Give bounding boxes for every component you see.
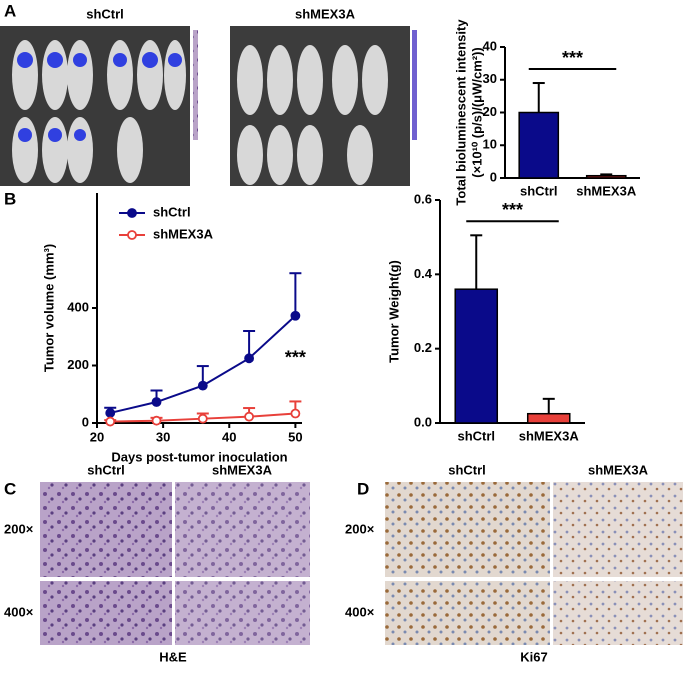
row-label: 400× [345, 604, 375, 619]
bar [526, 412, 571, 424]
x-tick-label: 30 [156, 429, 170, 444]
point [197, 380, 208, 391]
point [244, 353, 254, 364]
annotation: *** [562, 48, 583, 68]
y-tick-label: 0.0 [414, 414, 432, 429]
legend-label: shCtrl [153, 204, 191, 219]
annotation: *** [502, 200, 523, 220]
y-axis-label: (×10¹⁰ (p/s)/(μW/cm²)) [469, 47, 484, 178]
y-tick-label: 10 [483, 137, 497, 152]
point [151, 415, 162, 426]
legend-marker [127, 230, 137, 240]
panel-label: A [4, 1, 16, 20]
y-tick-label: 0.4 [414, 266, 433, 281]
y-tick-label: 0.2 [414, 340, 432, 355]
row-label: 200× [4, 521, 34, 536]
y-axis-label: Total bioluminescent intensity [453, 19, 468, 206]
x-axis-label: Days post-tumor inoculation [111, 449, 287, 464]
x-tick-label: 40 [222, 429, 236, 444]
y-tick-label: 0 [490, 169, 497, 184]
x-tick-label: shCtrl [457, 428, 495, 443]
bar [585, 174, 627, 179]
point [105, 416, 116, 427]
image-title: shMEX3A [295, 6, 356, 21]
stain-label: Ki67 [520, 649, 547, 664]
x-tick-label: 20 [90, 429, 104, 444]
annotation: *** [285, 347, 306, 367]
y-tick-label: 30 [483, 71, 497, 86]
y-axis-label: Tumor Weight(g) [386, 260, 401, 363]
y-axis-label: Tumor volume (mm³) [41, 244, 56, 372]
series-line [109, 315, 297, 414]
panel-label: D [357, 479, 369, 498]
row-label: 200× [345, 521, 375, 536]
point [290, 408, 301, 419]
point [105, 408, 116, 418]
legend-label: shMEX3A [153, 226, 214, 241]
image-title: shCtrl [86, 6, 124, 21]
point [151, 397, 162, 407]
column-label: shCtrl [87, 462, 125, 477]
legend-marker [127, 208, 137, 218]
y-tick-label: 0 [82, 414, 89, 429]
x-tick-label: shMEX3A [519, 428, 580, 443]
column-label: shMEX3A [212, 462, 273, 477]
x-tick-label: 50 [288, 429, 302, 444]
point [197, 413, 208, 424]
y-tick-label: 20 [483, 104, 497, 119]
column-label: shMEX3A [588, 462, 649, 477]
y-tick-label: 200 [67, 357, 89, 372]
point [290, 310, 301, 321]
bar [454, 288, 499, 424]
panel-label: C [4, 479, 16, 498]
y-tick-label: 40 [483, 38, 497, 53]
y-tick-label: 400 [67, 299, 89, 314]
x-tick-label: shCtrl [520, 183, 558, 198]
column-label: shCtrl [448, 462, 486, 477]
panel-label: B [4, 189, 16, 208]
bar [518, 111, 560, 179]
row-label: 400× [4, 604, 34, 619]
y-tick-label: 0.6 [414, 191, 432, 206]
stain-label: H&E [159, 649, 187, 664]
point [244, 411, 254, 422]
imaging-photo [0, 26, 417, 186]
x-tick-label: shMEX3A [576, 183, 637, 198]
histology [40, 482, 683, 645]
